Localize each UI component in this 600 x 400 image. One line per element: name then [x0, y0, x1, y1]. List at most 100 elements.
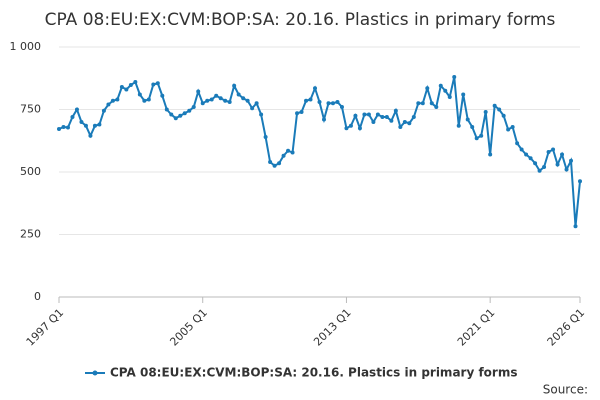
data-point [169, 112, 174, 117]
data-point [452, 75, 457, 79]
data-point [200, 101, 205, 106]
data-point [155, 81, 160, 86]
data-point [411, 115, 416, 119]
data-point [357, 126, 362, 131]
data-point [461, 92, 466, 97]
data-point [492, 103, 497, 108]
source-label: Source: [543, 383, 588, 397]
data-point [501, 113, 506, 118]
data-point [97, 122, 102, 127]
data-point [465, 117, 470, 122]
data-point [542, 165, 547, 169]
data-point [101, 108, 106, 113]
data-point [515, 141, 520, 146]
x-tick-label: 2013 Q1 [311, 306, 354, 349]
y-tick-label: 0 [34, 290, 41, 303]
legend-label: CPA 08:EU:EX:CVM:BOP:SA: 20.16. Plastics… [110, 366, 517, 380]
data-point [214, 93, 219, 98]
data-point [196, 89, 201, 94]
data-point [133, 80, 138, 84]
data-point [263, 135, 268, 139]
data-point [479, 133, 484, 138]
x-tick-label: 1997 Q1 [24, 306, 67, 349]
data-point [241, 96, 246, 101]
data-point [308, 97, 313, 102]
data-point [375, 112, 380, 117]
data-point [321, 117, 326, 122]
data-point [88, 133, 93, 138]
data-point [74, 107, 79, 112]
data-point [110, 98, 115, 103]
data-point [510, 125, 515, 129]
data-point [173, 116, 178, 121]
data-point [330, 101, 335, 106]
data-point [83, 123, 88, 128]
data-point [497, 107, 502, 112]
data-point [420, 101, 425, 106]
data-point [555, 162, 560, 167]
data-point [348, 123, 353, 128]
data-point [326, 101, 331, 106]
data-point [106, 102, 111, 107]
data-point [560, 152, 565, 157]
data-point [393, 108, 398, 113]
data-line [58, 76, 581, 227]
y-tick-label: 1 000 [10, 40, 42, 53]
data-point [564, 167, 569, 172]
data-point [137, 92, 142, 97]
data-point [191, 105, 196, 109]
data-point [290, 150, 295, 155]
data-point [438, 83, 443, 88]
data-point [128, 83, 133, 87]
data-point [335, 100, 340, 104]
y-tick-label: 500 [20, 165, 41, 178]
data-point [268, 160, 273, 164]
chart-title: CPA 08:EU:EX:CVM:BOP:SA: 20.16. Plastics… [45, 10, 556, 30]
data-point [407, 121, 412, 126]
data-point [182, 111, 187, 116]
data-point [295, 111, 300, 116]
data-point [146, 97, 151, 102]
data-point [551, 147, 556, 152]
data-point [384, 115, 389, 119]
data-point [304, 98, 309, 103]
legend-marker [92, 370, 98, 376]
data-point [524, 152, 529, 157]
data-point [164, 107, 169, 112]
data-point [313, 86, 318, 91]
y-tick-label: 250 [20, 228, 41, 241]
data-point [259, 112, 264, 117]
data-point [506, 127, 511, 132]
data-point [151, 82, 156, 87]
data-point [299, 110, 304, 114]
data-point [456, 123, 461, 128]
data-point [429, 101, 434, 106]
data-point [254, 101, 259, 106]
data-point [416, 101, 421, 106]
data-point [533, 161, 538, 166]
data-point [124, 87, 129, 92]
x-tick-label: 2021 Q1 [455, 306, 498, 349]
data-point [546, 150, 551, 154]
data-point [483, 110, 488, 114]
data-point [70, 115, 75, 119]
data-point [317, 100, 322, 104]
data-point [447, 95, 452, 99]
data-point [519, 147, 524, 152]
data-point [380, 115, 385, 119]
data-point [578, 179, 582, 184]
data-point [398, 125, 403, 129]
data-point [119, 85, 124, 89]
data-point [57, 127, 61, 131]
data-point [569, 158, 574, 163]
data-point [488, 152, 493, 157]
data-point [115, 97, 120, 102]
data-point [537, 168, 542, 173]
data-point [205, 98, 210, 103]
data-point [142, 98, 147, 103]
data-point [79, 120, 84, 124]
data-point [425, 86, 430, 91]
data-point [236, 92, 241, 97]
data-point [434, 105, 439, 109]
